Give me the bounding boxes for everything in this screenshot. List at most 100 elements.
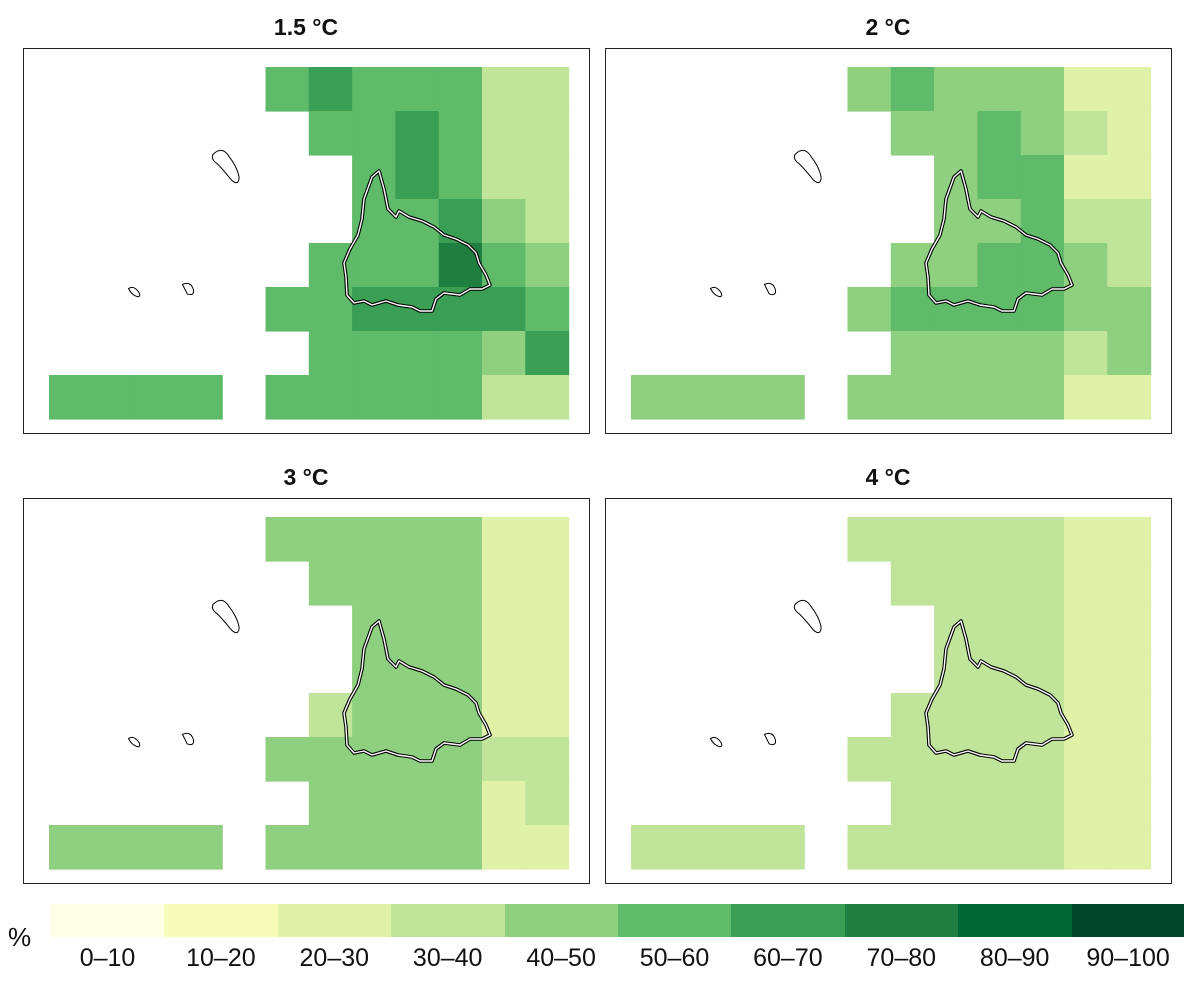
grid-cell (1107, 199, 1152, 244)
grid-cell (308, 331, 353, 376)
grid-cell (135, 825, 180, 870)
grid-cell (1064, 155, 1108, 200)
map-panel-4 (605, 498, 1172, 884)
legend-swatch (164, 904, 279, 937)
grid-cell (352, 331, 396, 376)
grid-cell (1064, 737, 1108, 782)
legend-label: 80–90 (979, 944, 1050, 972)
grid-cell (1064, 67, 1108, 112)
grid-cell (352, 67, 396, 112)
grid-cell (265, 737, 310, 782)
map-grid-2 (631, 67, 1152, 420)
grid-cell (395, 561, 440, 606)
grid-cell (890, 781, 935, 826)
grid-cell (482, 781, 526, 826)
grid-cell (847, 375, 892, 420)
grid-cell (308, 111, 353, 156)
grid-cell (525, 649, 570, 694)
grid-cell (395, 693, 440, 738)
lake-outline-1 (212, 150, 239, 183)
grid-cell (352, 111, 396, 156)
grid-cell (178, 375, 223, 420)
grid-cell (760, 375, 805, 420)
legend-label: 40–50 (526, 944, 596, 972)
grid-cell (1107, 737, 1152, 782)
grid-cell (525, 375, 570, 420)
grid-cell (977, 67, 1022, 112)
grid-cell (631, 375, 675, 420)
map-panel-2 (605, 48, 1172, 434)
grid-cell (395, 67, 440, 112)
grid-cell (934, 781, 978, 826)
grid-cell (1020, 517, 1065, 562)
grid-cell (1064, 287, 1108, 332)
grid-cell (525, 199, 570, 244)
grid-cell (1064, 825, 1108, 870)
grid-cell (1020, 375, 1065, 420)
grid-cell (934, 517, 978, 562)
grid-cell (482, 375, 526, 420)
grid-cell (308, 561, 353, 606)
grid-cell (760, 825, 805, 870)
grid-cell (308, 825, 353, 870)
grid-cell (525, 825, 570, 870)
grid-cell (482, 825, 526, 870)
grid-cell (352, 825, 396, 870)
grid-cell (438, 155, 483, 200)
grid-cell (1064, 605, 1108, 650)
grid-cell (1064, 517, 1108, 562)
grid-cell (674, 825, 719, 870)
grid-cell (847, 67, 892, 112)
legend-swatch (504, 904, 619, 937)
grid-cell (395, 517, 440, 562)
grid-cell (482, 649, 526, 694)
panel-title-2: 2 °C (865, 14, 911, 40)
grid-cell (438, 825, 483, 870)
lake-outline-3 (183, 733, 194, 745)
grid-cell (1107, 111, 1152, 156)
legend-unit-label: % (8, 922, 32, 952)
grid-cell (438, 693, 483, 738)
grid-cell (1020, 825, 1065, 870)
grid-cell (525, 561, 570, 606)
grid-cell (890, 67, 935, 112)
grid-cell (934, 67, 978, 112)
grid-cell (438, 517, 483, 562)
grid-cell (1064, 561, 1108, 606)
grid-cell (92, 375, 137, 420)
grid-cell (890, 375, 935, 420)
grid-cell (977, 561, 1022, 606)
grid-cell (525, 155, 570, 200)
grid-cell (525, 243, 570, 288)
grid-cell (717, 375, 762, 420)
grid-cell (934, 331, 978, 376)
grid-cell (352, 375, 396, 420)
legend-swatch (1071, 904, 1184, 937)
grid-cell (525, 111, 570, 156)
grid-cell (265, 825, 310, 870)
legend-swatch (731, 904, 846, 937)
legend-label: 20–30 (299, 944, 370, 972)
grid-cell (934, 111, 978, 156)
grid-cell (438, 605, 483, 650)
grid-cell (308, 67, 353, 112)
grid-cell (352, 517, 396, 562)
grid-cell (1020, 111, 1065, 156)
grid-cell (352, 287, 396, 332)
grid-cell (395, 155, 440, 200)
grid-cell (438, 781, 483, 826)
grid-cell (1064, 331, 1108, 376)
lake-outline-2 (711, 287, 722, 297)
panel-title-3: 3 °C (283, 464, 329, 490)
grid-cell (1107, 561, 1152, 606)
grid-cell (847, 825, 892, 870)
grid-cell (977, 605, 1022, 650)
legend-label: 90–100 (1086, 944, 1170, 972)
lake-outline-1 (212, 600, 239, 633)
grid-cell (482, 287, 526, 332)
grid-cell (1064, 649, 1108, 694)
grid-cell (482, 67, 526, 112)
grid-cell (352, 693, 396, 738)
grid-cell (525, 517, 570, 562)
legend-swatch (391, 904, 506, 937)
